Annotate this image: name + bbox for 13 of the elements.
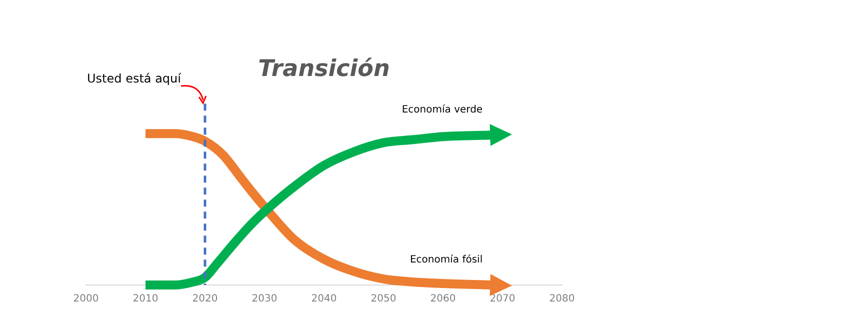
x-tick-label: 2050 [370,294,396,305]
series-label: Economía verde [402,104,483,116]
chart-title: Transición [258,56,390,82]
x-tick-label: 2010 [132,294,158,305]
ref-line-label: Usted está aquí [87,72,182,86]
series-label: Economía fósil [410,254,483,266]
x-tick-label: 2070 [490,294,516,305]
x-tick-label: 2000 [73,294,99,305]
x-tick-label: 2030 [252,294,278,305]
x-tick-label: 2060 [430,294,456,305]
x-tick-label: 2040 [311,294,337,305]
x-tick-label: 2080 [549,294,575,305]
x-tick-label: 2020 [192,294,218,305]
